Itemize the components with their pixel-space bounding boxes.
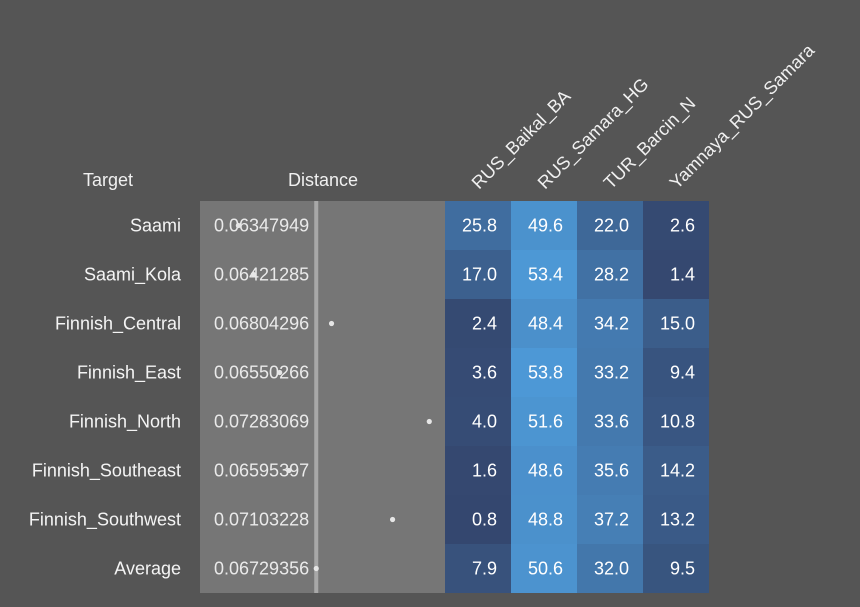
cell-value: 7.9 bbox=[472, 559, 497, 579]
heatmap-cell bbox=[511, 495, 577, 544]
heatmap-cell bbox=[511, 348, 577, 397]
distance-dot bbox=[235, 222, 241, 229]
cell-value: 34.2 bbox=[594, 314, 629, 334]
distance-panel bbox=[200, 201, 445, 593]
heatmap-cell bbox=[445, 299, 511, 348]
cell-value: 33.2 bbox=[594, 363, 629, 383]
cell-value: 2.6 bbox=[670, 216, 695, 236]
heatmap-cell bbox=[445, 250, 511, 299]
cell-value: 15.0 bbox=[660, 314, 695, 334]
heatmap-cell bbox=[445, 348, 511, 397]
target-header: Target bbox=[83, 170, 133, 190]
cell-value: 48.4 bbox=[528, 314, 563, 334]
heatmap-cell bbox=[577, 299, 643, 348]
target-label: Finnish_East bbox=[77, 363, 181, 384]
cell-value: 1.4 bbox=[670, 265, 695, 285]
heatmap-cell bbox=[445, 397, 511, 446]
heatmap-cell bbox=[643, 397, 709, 446]
cell-value: 3.6 bbox=[472, 363, 497, 383]
cell-value: 37.2 bbox=[594, 510, 629, 530]
cell-value: 9.4 bbox=[670, 363, 695, 383]
cell-value: 35.6 bbox=[594, 461, 629, 481]
cell-value: 22.0 bbox=[594, 216, 629, 236]
distance-value: 0.06729356 bbox=[214, 559, 309, 579]
heatmap-cell bbox=[511, 397, 577, 446]
cell-value: 32.0 bbox=[594, 559, 629, 579]
column-headers: RUS_Baikal_BARUS_Samara_HGTUR_Barcin_NYa… bbox=[468, 40, 820, 194]
heatmap-cell bbox=[577, 201, 643, 250]
column-header: RUS_Samara_HG bbox=[534, 74, 654, 194]
heatmap-cell bbox=[643, 446, 709, 495]
distance-value: 0.06595397 bbox=[214, 461, 309, 481]
distance-dot bbox=[313, 565, 319, 572]
heatmap-cell bbox=[511, 544, 577, 593]
heatmap-cell bbox=[643, 250, 709, 299]
cell-value: 0.8 bbox=[472, 510, 497, 530]
cell-value: 14.2 bbox=[660, 461, 695, 481]
heatmap-cell bbox=[445, 201, 511, 250]
heatmap-cell bbox=[511, 201, 577, 250]
distance-dot bbox=[426, 418, 432, 425]
heatmap-cell bbox=[643, 348, 709, 397]
distance-value: 0.07103228 bbox=[214, 510, 309, 530]
heatmap-cell bbox=[577, 544, 643, 593]
cell-value: 33.6 bbox=[594, 412, 629, 432]
heatmap-cell bbox=[577, 348, 643, 397]
heatmap-cell bbox=[445, 446, 511, 495]
cell-value: 2.4 bbox=[472, 314, 497, 334]
distance-value: 0.07283069 bbox=[214, 412, 309, 432]
cell-value: 13.2 bbox=[660, 510, 695, 530]
heatmap-cell bbox=[511, 250, 577, 299]
heatmap-cell bbox=[445, 495, 511, 544]
target-label: Saami bbox=[130, 216, 181, 236]
distance-dot bbox=[389, 516, 396, 523]
heatmap-cell bbox=[643, 201, 709, 250]
cell-value: 17.0 bbox=[462, 265, 497, 285]
distance-value: 0.06550266 bbox=[214, 363, 309, 383]
target-label: Saami_Kola bbox=[84, 265, 182, 286]
heatmap-cell bbox=[577, 495, 643, 544]
cell-value: 4.0 bbox=[472, 412, 497, 432]
heatmap-cell bbox=[511, 446, 577, 495]
distance-dot bbox=[328, 320, 335, 327]
heatmap-cell bbox=[511, 299, 577, 348]
distance-dots bbox=[235, 222, 432, 572]
cell-value: 1.6 bbox=[472, 461, 497, 481]
distance-value: 0.06804296 bbox=[214, 314, 309, 334]
target-label: Finnish_Southwest bbox=[29, 510, 181, 531]
heatmap-cell bbox=[577, 250, 643, 299]
distance-header: Distance bbox=[288, 170, 358, 190]
cell-value: 53.4 bbox=[528, 265, 563, 285]
target-label: Average bbox=[114, 559, 181, 579]
cell-value: 48.8 bbox=[528, 510, 563, 530]
cell-value: 51.6 bbox=[528, 412, 563, 432]
distance-dot bbox=[250, 271, 256, 278]
target-label: Finnish_Central bbox=[55, 314, 181, 335]
distance-dot bbox=[286, 467, 292, 474]
cell-value: 48.6 bbox=[528, 461, 563, 481]
heatmap-cell bbox=[577, 446, 643, 495]
target-label: Finnish_Southeast bbox=[32, 461, 181, 482]
cell-value: 25.8 bbox=[462, 216, 497, 236]
target-label: Finnish_North bbox=[69, 412, 181, 433]
heatmap-cell bbox=[577, 397, 643, 446]
heatmap-cell bbox=[643, 299, 709, 348]
heatmap-cell bbox=[643, 495, 709, 544]
table-rows: Saami 0.06347949 25.8 49.6 22.0 2.6 Saami_Kola… bbox=[29, 201, 709, 593]
cell-value: 10.8 bbox=[660, 412, 695, 432]
cell-value: 49.6 bbox=[528, 216, 563, 236]
distance-value: 0.06347949 bbox=[214, 216, 309, 236]
cell-value: 28.2 bbox=[594, 265, 629, 285]
cell-value: 50.6 bbox=[528, 559, 563, 579]
distance-value: 0.06421285 bbox=[214, 265, 309, 285]
cell-value: 53.8 bbox=[528, 363, 563, 383]
cell-value: 9.5 bbox=[670, 559, 695, 579]
heatmap-cell bbox=[643, 544, 709, 593]
distance-dot bbox=[277, 369, 283, 376]
heatmap-cell bbox=[445, 544, 511, 593]
